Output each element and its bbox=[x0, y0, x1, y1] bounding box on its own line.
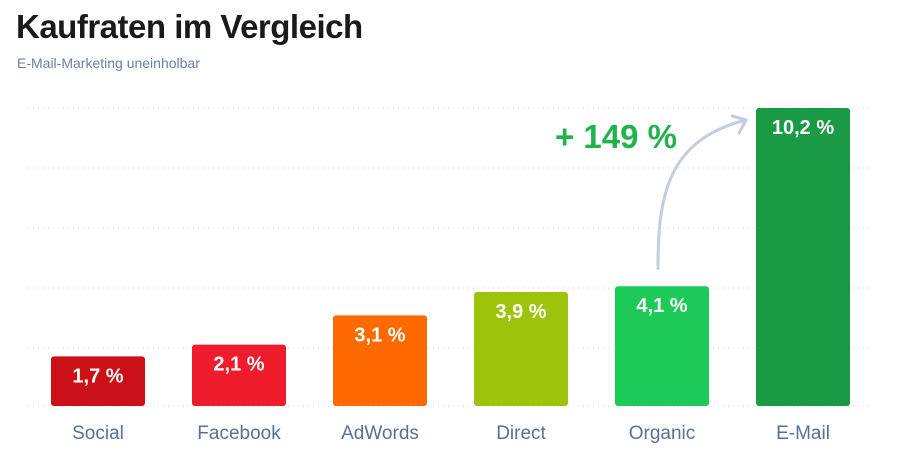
growth-annotation-text: + 149 % bbox=[555, 118, 677, 155]
growth-arrow-head bbox=[730, 114, 748, 135]
bar-value-label-facebook: 2,1 % bbox=[213, 354, 264, 376]
chart-title: Kaufraten im Vergleich bbox=[16, 8, 363, 45]
bars bbox=[51, 108, 850, 406]
bar-direct bbox=[474, 292, 568, 406]
bar-value-label-social: 1,7 % bbox=[72, 365, 123, 387]
category-label-e-mail: E-Mail bbox=[776, 423, 830, 444]
gridlines bbox=[28, 107, 870, 407]
category-label-direct: Direct bbox=[496, 423, 546, 444]
bar-social bbox=[51, 356, 145, 406]
bar-value-label-organic: 4,1 % bbox=[636, 295, 687, 317]
bar-organic bbox=[615, 286, 709, 406]
growth-annotation: + 149 % bbox=[555, 114, 748, 270]
bar-e-mail bbox=[756, 108, 850, 406]
bar-value-label-adwords: 3,1 % bbox=[354, 324, 405, 346]
bar-facebook bbox=[192, 344, 286, 406]
category-labels: Social Facebook AdWords Direct Organic E-Mail bbox=[72, 423, 830, 444]
bar-value-labels: 1,7 % 2,1 % 3,1 % 3,9 % 4,1 % 10,2 % bbox=[72, 117, 834, 387]
category-label-adwords: AdWords bbox=[341, 423, 419, 444]
growth-arrow-line bbox=[656, 118, 748, 270]
bar-value-label-e-mail: 10,2 % bbox=[772, 117, 834, 139]
category-label-organic: Organic bbox=[629, 423, 696, 444]
category-label-facebook: Facebook bbox=[197, 423, 281, 444]
chart-subtitle: E-Mail-Marketing uneinholbar bbox=[17, 55, 200, 71]
category-label-social: Social bbox=[72, 423, 124, 444]
bar-value-label-direct: 3,9 % bbox=[495, 301, 546, 323]
bar-adwords bbox=[333, 315, 427, 406]
